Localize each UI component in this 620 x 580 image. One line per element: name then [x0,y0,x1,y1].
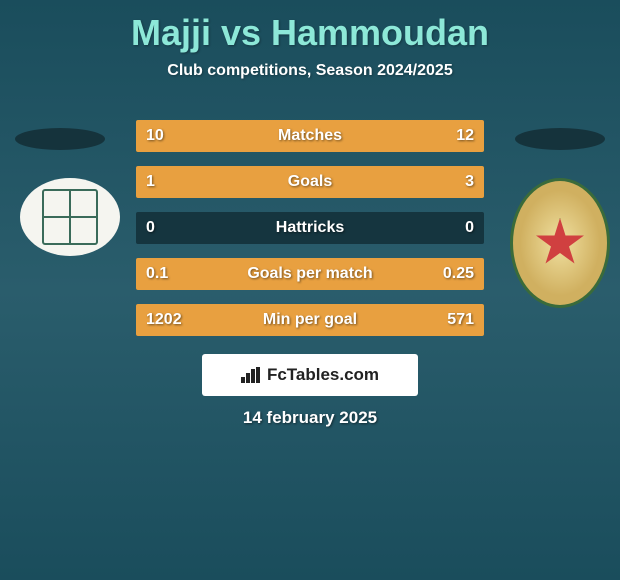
right-value: 0 [465,219,474,237]
star-icon [535,218,585,268]
left-value: 1202 [146,311,182,329]
comparison-bars: 10 Matches 12 1 Goals 3 0 Hattricks 0 0.… [136,120,484,350]
left-value: 1 [146,173,155,191]
bar-row-goals: 1 Goals 3 [136,166,484,198]
left-value: 0 [146,219,155,237]
metric-label: Goals [288,173,332,191]
shield-icon [42,189,98,245]
metric-label: Min per goal [263,311,357,329]
metric-label: Hattricks [276,219,344,237]
right-value: 3 [465,173,474,191]
branding-badge: FcTables.com [202,354,418,396]
left-value: 0.1 [146,265,168,283]
right-value: 571 [447,311,474,329]
date-label: 14 february 2025 [243,408,377,428]
bar-fill-right [223,166,484,198]
page-title: Majji vs Hammoudan [0,0,620,54]
right-club-logo [510,178,610,308]
bar-row-hattricks: 0 Hattricks 0 [136,212,484,244]
bars-icon [241,367,261,383]
right-player-shadow [515,128,605,150]
bar-row-matches: 10 Matches 12 [136,120,484,152]
left-club-logo [20,178,120,256]
metric-label: Goals per match [247,265,372,283]
right-value: 0.25 [443,265,474,283]
left-value: 10 [146,127,164,145]
metric-label: Matches [278,127,342,145]
bar-row-goals-per-match: 0.1 Goals per match 0.25 [136,258,484,290]
page-subtitle: Club competitions, Season 2024/2025 [0,62,620,80]
branding-text: FcTables.com [267,365,379,385]
right-value: 12 [456,127,474,145]
left-player-shadow [15,128,105,150]
bar-row-min-per-goal: 1202 Min per goal 571 [136,304,484,336]
